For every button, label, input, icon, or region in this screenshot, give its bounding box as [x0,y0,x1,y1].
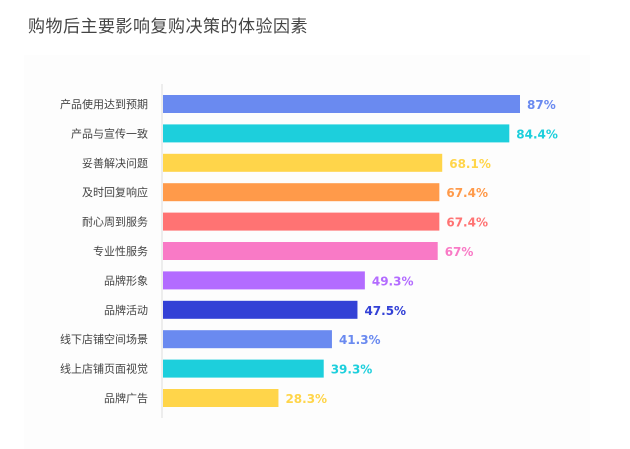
data-label: 68.1% [449,157,491,171]
bar [163,183,440,202]
y-tick-label: 品牌活动 [104,303,148,317]
bar [163,242,438,260]
data-label: 47.5% [364,304,406,318]
y-tick-label: 线上店铺页面视觉 [60,362,148,376]
bar [163,359,324,378]
bar [163,95,520,113]
data-label: 39.3% [331,363,373,377]
chart-title: 购物后主要影响复购决策的体验因素 [28,17,308,37]
data-label: 28.3% [285,392,327,406]
y-tick-label: 线下店铺空间场景 [60,332,148,346]
y-tick-label: 专业性服务 [93,244,148,258]
bar [163,124,510,143]
y-tick-label: 品牌广告 [104,391,148,405]
y-tick-label: 产品使用达到预期 [60,97,148,111]
y-tick-label: 妥善解决问题 [82,156,148,170]
bar [163,271,365,290]
data-label: 67% [445,245,474,259]
y-tick-label: 及时回复响应 [82,185,148,199]
bar [163,212,440,231]
data-label: 87% [527,98,556,112]
data-label: 49.3% [372,274,414,288]
bar [163,153,443,172]
data-label: 67.4% [446,216,488,230]
data-label: 41.3% [339,333,381,347]
bar [163,300,358,319]
bar [163,330,332,349]
data-label: 84.4% [516,127,558,141]
y-tick-label: 品牌形象 [104,273,148,287]
data-label: 67.4% [446,186,488,200]
y-tick-label: 产品与宣传一致 [71,126,148,140]
bar [163,389,279,407]
y-tick-label: 耐心周到服务 [82,216,148,229]
